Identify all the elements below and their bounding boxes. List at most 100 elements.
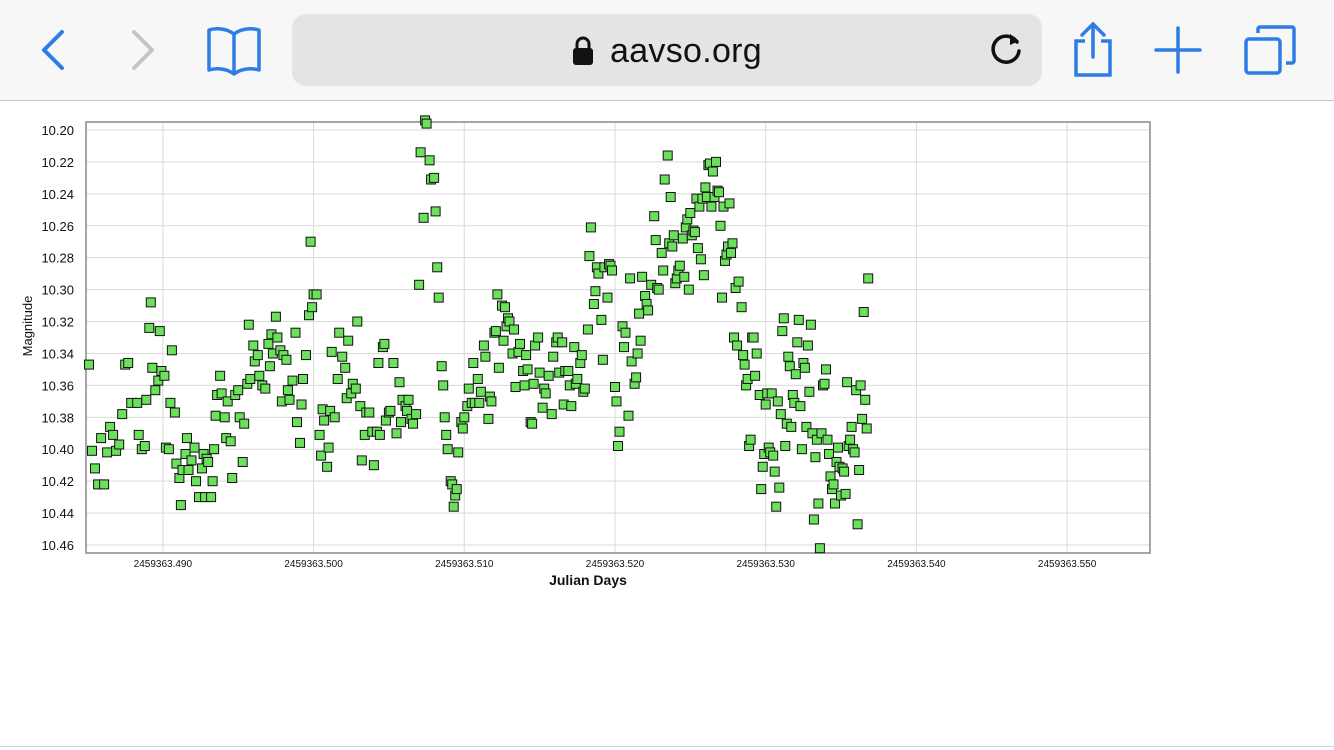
data-point bbox=[674, 260, 685, 271]
data-point bbox=[557, 337, 568, 348]
data-point bbox=[786, 421, 797, 432]
data-point bbox=[819, 378, 830, 389]
data-point bbox=[760, 399, 771, 410]
chart-svg: 10.20 10.22 10.24 10.26 10.28 10.30 10.32 10.34… bbox=[20, 115, 1151, 588]
data-point bbox=[783, 351, 794, 362]
data-point bbox=[683, 284, 694, 295]
data-point bbox=[537, 402, 548, 413]
address-bar[interactable]: aavso.org bbox=[292, 14, 1042, 86]
data-point bbox=[332, 374, 343, 384]
bookmarks-icon[interactable] bbox=[202, 18, 266, 82]
data-point bbox=[298, 374, 308, 384]
data-point bbox=[159, 370, 170, 381]
data-point bbox=[596, 314, 607, 325]
data-point bbox=[379, 338, 390, 349]
data-point bbox=[493, 362, 504, 373]
y-tick-label: 10.40 bbox=[41, 442, 74, 457]
data-point bbox=[527, 418, 538, 429]
page-bottom-edge bbox=[0, 746, 1334, 747]
data-point bbox=[584, 251, 595, 262]
data-point bbox=[631, 372, 642, 383]
data-point bbox=[163, 444, 174, 455]
data-point bbox=[590, 286, 601, 297]
data-point bbox=[548, 351, 559, 362]
data-point bbox=[810, 452, 821, 463]
data-point bbox=[182, 433, 192, 444]
data-point bbox=[649, 211, 660, 222]
y-tick-label: 10.30 bbox=[41, 283, 74, 298]
data-point bbox=[322, 461, 333, 472]
data-point bbox=[301, 350, 311, 361]
data-point bbox=[748, 332, 759, 343]
data-point bbox=[707, 166, 718, 177]
data-point bbox=[287, 375, 298, 386]
data-point bbox=[147, 362, 158, 373]
data-point bbox=[813, 498, 824, 509]
data-point bbox=[227, 473, 238, 483]
data-point bbox=[84, 359, 94, 370]
data-point bbox=[364, 407, 375, 418]
data-point bbox=[215, 370, 226, 381]
data-point bbox=[711, 156, 721, 167]
y-tick-labels: 10.20 10.22 10.24 10.26 10.28 10.30 10.32 10.34… bbox=[41, 123, 74, 553]
data-point bbox=[263, 338, 274, 349]
data-point bbox=[189, 442, 200, 453]
data-point bbox=[356, 455, 367, 466]
data-point bbox=[863, 273, 874, 284]
data-point bbox=[180, 449, 191, 459]
data-point bbox=[846, 421, 857, 432]
y-tick-label: 10.44 bbox=[41, 506, 74, 521]
data-point bbox=[771, 501, 782, 512]
x-tick-labels: 2459363.490 2459363.500 2459363.510 2459363… bbox=[134, 559, 1097, 570]
data-point bbox=[474, 397, 485, 408]
data-point bbox=[391, 428, 402, 439]
data-point bbox=[650, 235, 661, 246]
data-point bbox=[833, 442, 843, 453]
data-point bbox=[87, 445, 97, 456]
data-point bbox=[132, 397, 143, 408]
data-point bbox=[307, 302, 318, 313]
data-point bbox=[350, 383, 361, 394]
data-point bbox=[439, 412, 450, 423]
data-point bbox=[329, 412, 340, 423]
data-point bbox=[528, 378, 539, 389]
data-point bbox=[483, 413, 494, 424]
data-point bbox=[784, 361, 795, 372]
data-point bbox=[802, 340, 813, 351]
data-point bbox=[166, 345, 177, 356]
data-point bbox=[139, 441, 150, 451]
data-point bbox=[486, 396, 497, 407]
data-point bbox=[314, 429, 325, 440]
data-point bbox=[145, 297, 156, 308]
back-icon[interactable] bbox=[20, 18, 84, 82]
data-point bbox=[768, 450, 779, 461]
data-point bbox=[237, 457, 248, 467]
reload-icon[interactable] bbox=[986, 30, 1026, 75]
data-point bbox=[579, 383, 590, 394]
data-point bbox=[634, 308, 645, 319]
data-point bbox=[692, 243, 703, 254]
data-point bbox=[500, 302, 510, 313]
tabs-icon[interactable] bbox=[1238, 18, 1302, 82]
data-point bbox=[668, 230, 679, 241]
data-point bbox=[635, 335, 646, 346]
data-point bbox=[637, 271, 648, 282]
data-point bbox=[114, 439, 125, 450]
data-point bbox=[533, 332, 544, 343]
forward-icon[interactable] bbox=[110, 18, 174, 82]
data-point bbox=[480, 351, 491, 362]
data-point bbox=[854, 465, 865, 475]
data-point bbox=[418, 212, 429, 223]
data-point bbox=[522, 364, 533, 375]
data-point bbox=[421, 118, 432, 129]
new-tab-icon[interactable] bbox=[1146, 18, 1210, 82]
data-point bbox=[766, 388, 777, 399]
data-point bbox=[326, 346, 337, 357]
data-point bbox=[99, 479, 110, 490]
data-point bbox=[284, 394, 295, 405]
data-point bbox=[860, 394, 871, 405]
share-icon[interactable] bbox=[1061, 18, 1125, 82]
data-point bbox=[714, 187, 724, 198]
data-point bbox=[459, 412, 470, 423]
data-point bbox=[183, 465, 194, 475]
